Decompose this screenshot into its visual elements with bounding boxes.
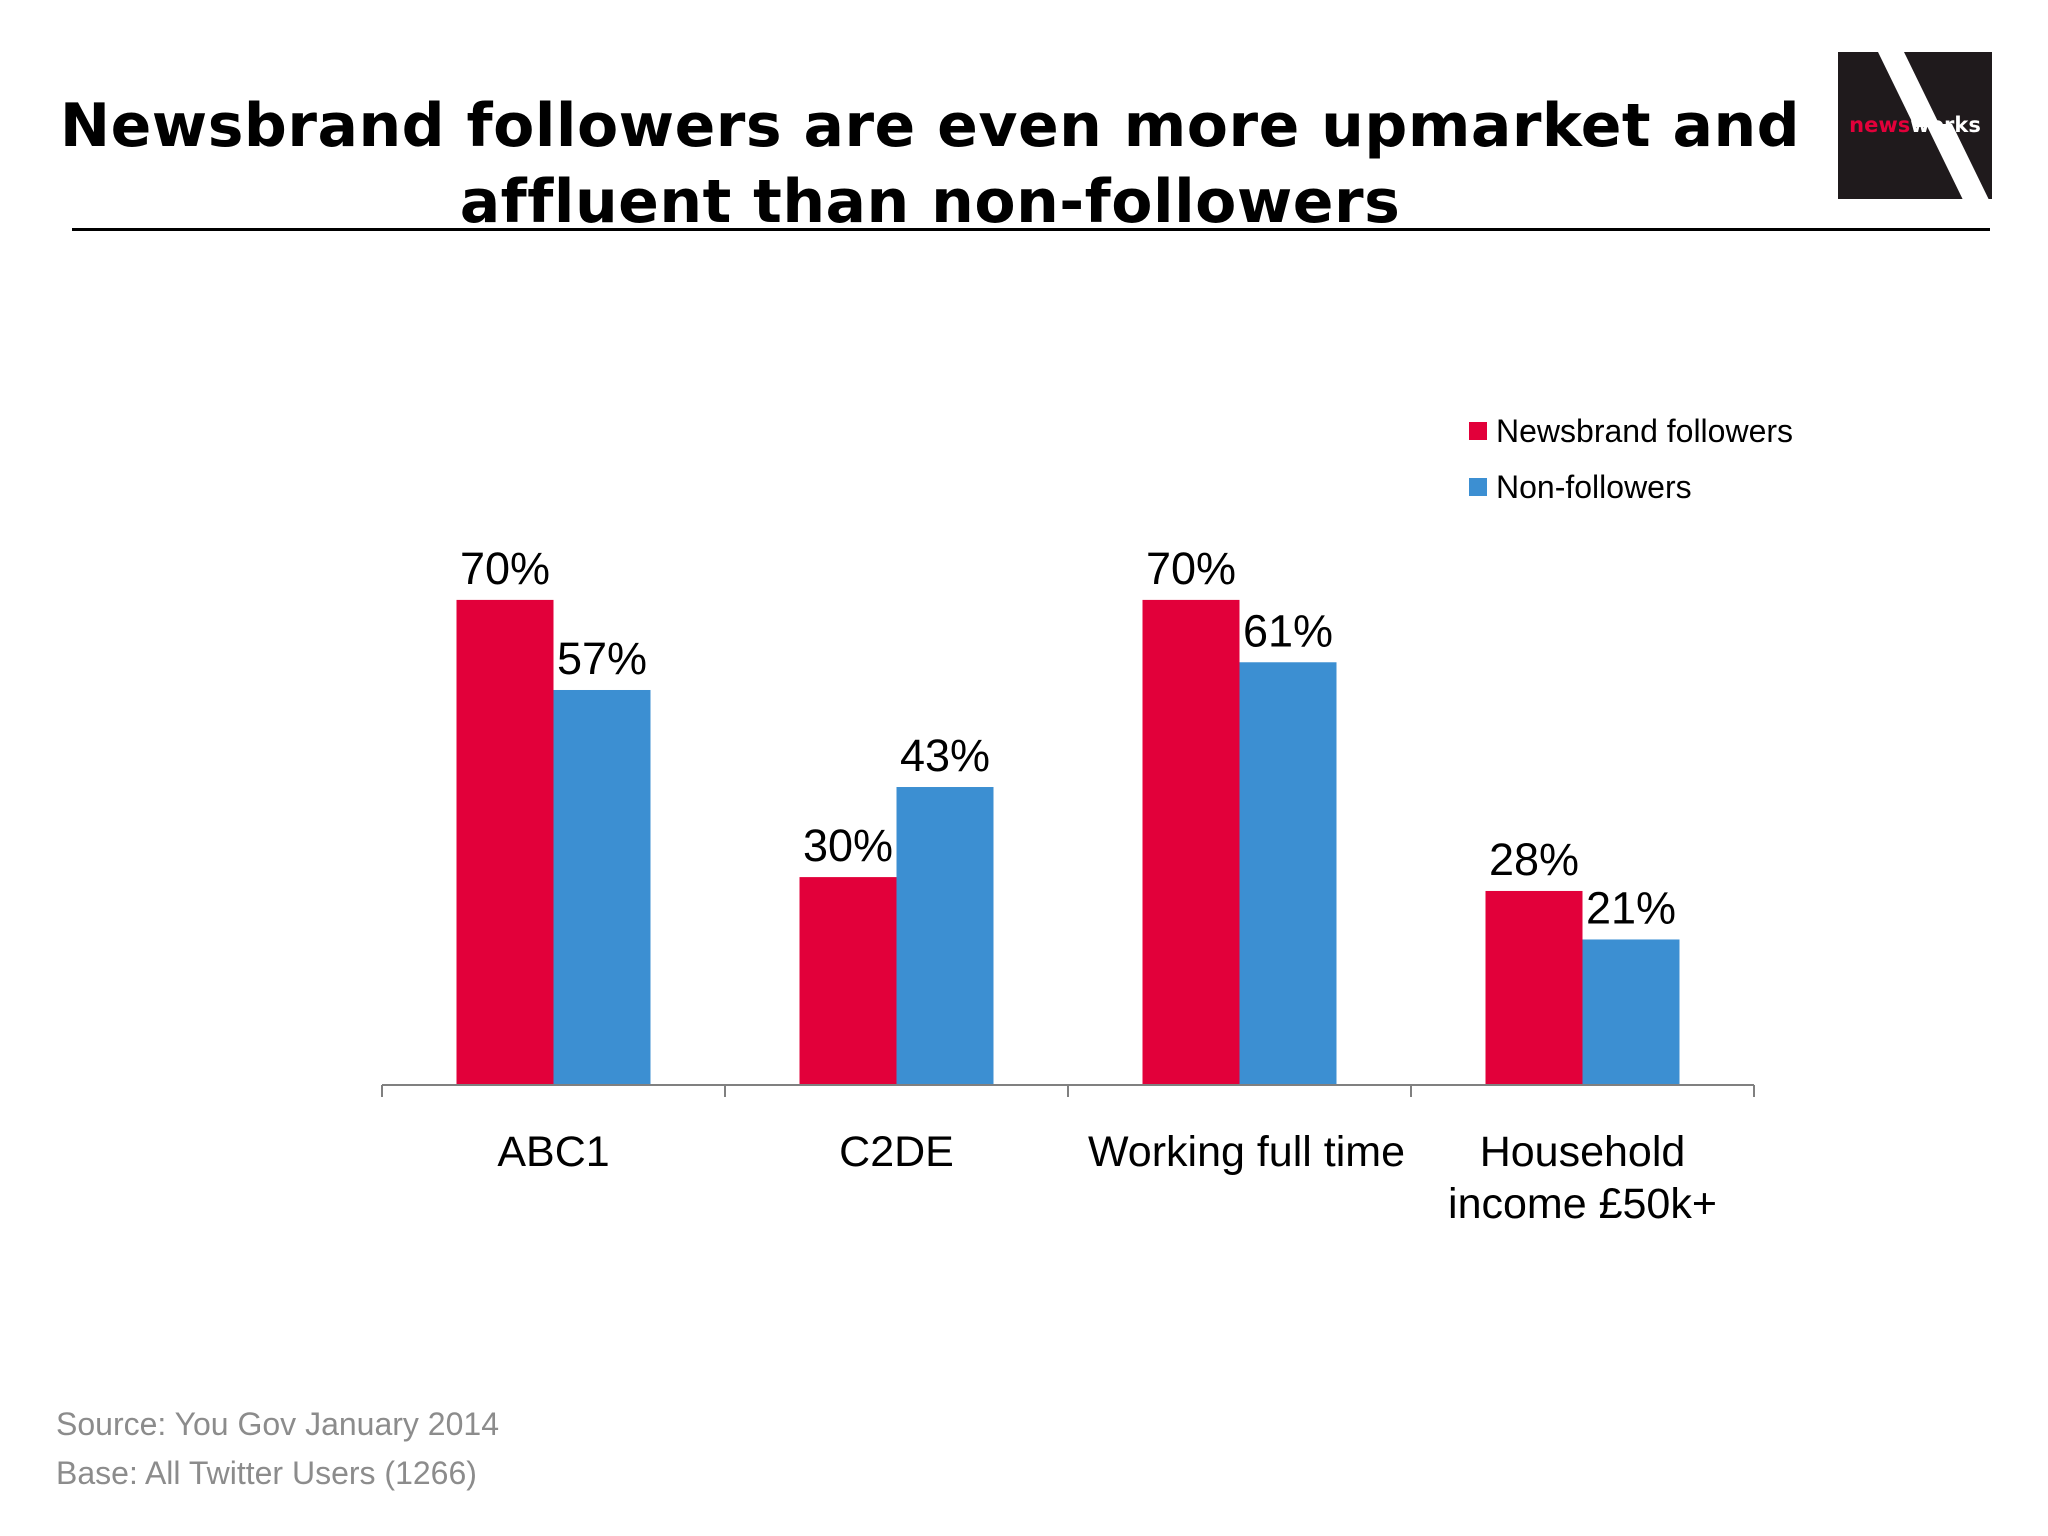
bar-followers-1 bbox=[799, 877, 897, 1085]
bar-non-followers-2 bbox=[1239, 662, 1337, 1085]
slide-title: Newsbrand followers are even more upmark… bbox=[40, 88, 1820, 240]
data-label-non-followers-2: 61% bbox=[1243, 605, 1333, 656]
category-label-line: income £50k+ bbox=[1448, 1180, 1717, 1228]
category-label-3: Household income £50k+ bbox=[1448, 1128, 1717, 1228]
category-label-line: Household bbox=[1480, 1128, 1686, 1176]
category-label-2: Working full time bbox=[1088, 1128, 1405, 1176]
category-label-1: C2DE bbox=[839, 1128, 954, 1176]
data-label-followers-3: 28% bbox=[1489, 834, 1579, 885]
title-divider bbox=[72, 228, 1990, 231]
logo-word-news: news bbox=[1849, 113, 1911, 137]
legend-label-followers: Newsbrand followers bbox=[1496, 413, 1793, 449]
data-label-non-followers-3: 21% bbox=[1586, 882, 1676, 933]
data-label-followers-2: 70% bbox=[1146, 543, 1236, 594]
category-label-line: C2DE bbox=[839, 1128, 954, 1176]
bar-non-followers-0 bbox=[553, 689, 651, 1085]
legend-swatch-followers bbox=[1469, 422, 1487, 440]
source-note: Source: You Gov January 2014 bbox=[56, 1406, 499, 1442]
legend-label-non-followers: Non-followers bbox=[1496, 469, 1692, 505]
data-label-non-followers-1: 43% bbox=[900, 730, 990, 781]
data-label-followers-0: 70% bbox=[460, 543, 550, 594]
title-line-2: affluent than non-followers bbox=[459, 167, 1401, 237]
data-label-non-followers-0: 57% bbox=[557, 633, 647, 684]
category-label-line: Working full time bbox=[1088, 1128, 1405, 1176]
base-note: Base: All Twitter Users (1266) bbox=[56, 1455, 477, 1491]
newsworks-logo: newsworks bbox=[1838, 52, 1992, 199]
title-line-1: Newsbrand followers are even more upmark… bbox=[59, 91, 1801, 161]
logo-word-works: works bbox=[1910, 113, 1981, 137]
logo-wordmark: newsworks bbox=[1838, 112, 1992, 138]
bar-non-followers-3 bbox=[1582, 939, 1680, 1085]
bar-followers-0 bbox=[456, 599, 554, 1085]
legend-swatch-non-followers bbox=[1469, 478, 1487, 496]
category-label-line: ABC1 bbox=[497, 1128, 609, 1176]
category-label-0: ABC1 bbox=[497, 1128, 609, 1176]
data-label-followers-1: 30% bbox=[803, 820, 893, 871]
bar-chart: 70%57%30%43%70%61%28%21%ABC1 C2DE Working … bbox=[381, 413, 1793, 1228]
bar-non-followers-1 bbox=[896, 787, 994, 1085]
bar-followers-3 bbox=[1485, 890, 1583, 1085]
bar-followers-2 bbox=[1142, 599, 1240, 1085]
